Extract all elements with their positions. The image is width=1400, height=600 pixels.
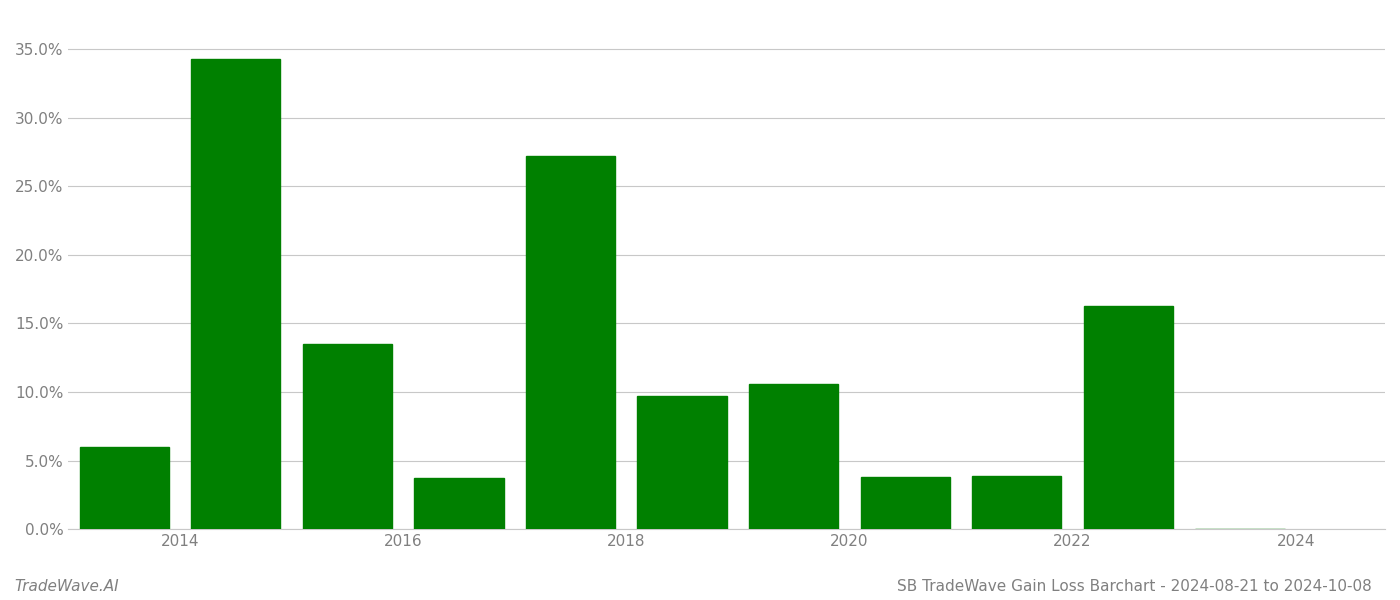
Bar [972, 476, 1061, 529]
Bar [1084, 305, 1173, 529]
Bar [80, 447, 169, 529]
Bar [637, 396, 727, 529]
Bar [190, 59, 280, 529]
Bar [749, 384, 839, 529]
Text: TradeWave.AI: TradeWave.AI [14, 579, 119, 594]
Bar [861, 477, 949, 529]
Bar [526, 156, 615, 529]
Text: SB TradeWave Gain Loss Barchart - 2024-08-21 to 2024-10-08: SB TradeWave Gain Loss Barchart - 2024-0… [897, 579, 1372, 594]
Bar [302, 344, 392, 529]
Bar [414, 478, 504, 529]
